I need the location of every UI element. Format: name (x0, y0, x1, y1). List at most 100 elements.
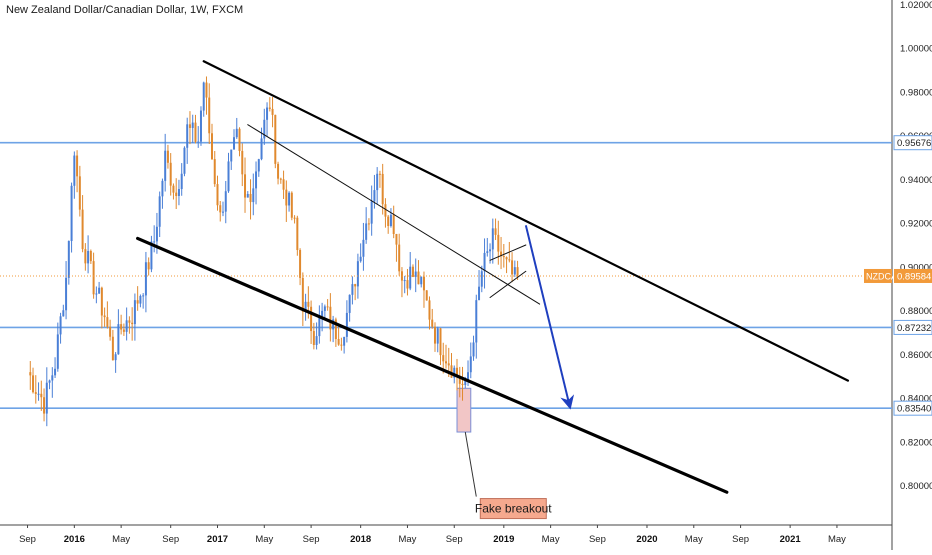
candle-body (81, 209, 84, 250)
candle-body (285, 189, 288, 206)
candle-body (191, 122, 194, 128)
x-tick-label: Sep (303, 534, 320, 545)
candle-body (89, 250, 92, 262)
candle-body (431, 319, 434, 327)
candle-body (238, 128, 241, 151)
candle-body (502, 255, 505, 258)
triangle-upper-line (489, 244, 527, 261)
x-tick-label: May (685, 534, 703, 545)
candle-body (414, 271, 417, 277)
candle-body (447, 363, 450, 366)
x-tick-label: Sep (589, 534, 606, 545)
candle-body (199, 110, 202, 142)
candle-body (244, 174, 247, 198)
y-tick-label: 1.02000 (900, 0, 932, 11)
chart-title: New Zealand Dollar/Canadian Dollar, 1W, … (6, 4, 244, 16)
candle-body (54, 368, 57, 376)
x-tick-label: May (255, 534, 273, 545)
candle-body (111, 336, 114, 361)
candle-body (472, 342, 475, 357)
candle-body (175, 192, 178, 196)
candle-body (486, 251, 489, 253)
candle-body (34, 392, 37, 394)
x-tick-label: May (828, 534, 846, 545)
candle-body (277, 163, 280, 179)
candle-body (122, 329, 125, 332)
level-price-tag (893, 400, 932, 416)
candle-body (442, 355, 445, 362)
candle-body (177, 189, 180, 196)
candle-body (235, 128, 238, 138)
y-tick-label: 0.84000 (900, 394, 932, 405)
y-tick-label: 1.00000 (900, 44, 932, 55)
candle-body (183, 147, 186, 174)
candle-body (511, 260, 514, 275)
candle-body (65, 277, 68, 311)
candle-body (351, 284, 354, 295)
x-tick-label: 2020 (636, 534, 657, 545)
candle-body (153, 241, 156, 243)
candle-body (197, 141, 200, 143)
candle-body (478, 286, 481, 301)
candle-body (367, 223, 370, 225)
candle-body (312, 331, 315, 345)
upper-channel-line (202, 60, 850, 382)
candle-body (233, 137, 236, 150)
y-tick-label: 0.82000 (900, 437, 932, 448)
candle-body (500, 251, 503, 256)
candle-body (458, 377, 461, 384)
candle-body (299, 249, 302, 278)
candle-body (329, 306, 332, 330)
candle-body (241, 150, 244, 175)
y-tick-label: 0.86000 (900, 350, 932, 361)
candle-body (469, 356, 472, 373)
candle-body (296, 217, 299, 250)
x-tick-label: May (398, 534, 416, 545)
candle-body (136, 300, 139, 304)
candle-body (475, 300, 478, 343)
candle-body (268, 107, 271, 109)
candle-body (78, 176, 81, 210)
candle-body (387, 216, 390, 227)
candle-body (150, 241, 153, 270)
candle-body (87, 250, 90, 264)
candle-body (406, 280, 409, 289)
candle-body (208, 97, 211, 134)
candle-body (147, 262, 150, 270)
candle-body (139, 295, 142, 304)
candle-body (409, 266, 412, 289)
candle-body (304, 301, 307, 312)
candle-body (164, 150, 167, 181)
candle-body (252, 188, 255, 203)
candle-body (362, 239, 365, 257)
candle-body (62, 310, 65, 317)
x-tick-label: 2017 (207, 534, 228, 545)
x-tick-label: Sep (732, 534, 749, 545)
candle-body (92, 261, 95, 295)
candle-body (425, 290, 428, 301)
candle-body (106, 317, 109, 327)
x-tick-label: 2018 (350, 534, 371, 545)
candle-body (40, 393, 43, 398)
candle-body (428, 300, 431, 320)
candle-body (155, 226, 158, 242)
candle-body (222, 211, 224, 213)
candle-body (489, 249, 492, 252)
candle-body (422, 276, 425, 291)
candle-body (505, 257, 508, 260)
candle-body (125, 320, 128, 332)
candle-body (103, 315, 106, 318)
level-price-label: 0.83540 (897, 404, 931, 415)
annotation-tag (479, 498, 547, 520)
candle-body (400, 271, 403, 281)
y-tick-label: 0.92000 (900, 219, 932, 230)
y-tick-label: 0.90000 (900, 262, 932, 273)
candle-body (166, 150, 169, 163)
candle-body (420, 276, 423, 285)
candle-body (180, 173, 183, 190)
level-price-label: 0.87232 (897, 323, 931, 334)
y-tick-label: 0.94000 (900, 175, 932, 186)
candle-body (205, 82, 208, 98)
candle-body (45, 382, 48, 414)
